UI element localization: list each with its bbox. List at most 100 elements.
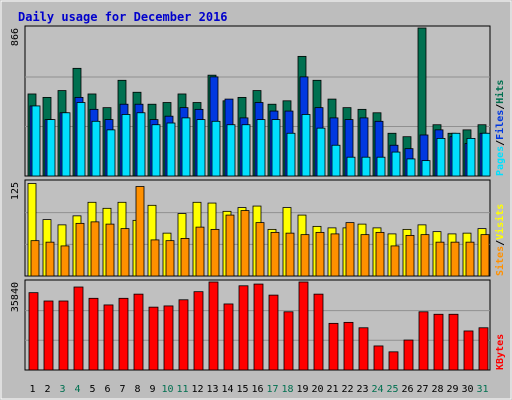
bar-sites-day-26 xyxy=(405,234,415,277)
day-label: 3 xyxy=(59,384,65,395)
bar-kbytes-day-19 xyxy=(298,281,309,371)
day-label: 20 xyxy=(311,384,323,395)
panel-visits-sites: 125 Sites/Visits xyxy=(10,179,506,277)
bar-sites-day-11 xyxy=(180,237,190,277)
bar-pages-day-7 xyxy=(121,114,131,177)
day-label: 17 xyxy=(266,384,278,395)
bar-pages-day-21 xyxy=(331,144,341,177)
day-label: 9 xyxy=(149,384,155,395)
bar-kbytes-day-1 xyxy=(28,292,39,371)
bar-pages-day-2 xyxy=(46,119,56,177)
chart-panels: 866Pages/Files/Hits125Sites/Visits35840K… xyxy=(10,25,506,371)
day-label: 30 xyxy=(461,384,473,395)
bar-sites-day-27 xyxy=(420,234,430,277)
bar-pages-day-5 xyxy=(91,120,101,177)
day-label: 21 xyxy=(326,384,338,395)
bar-kbytes-day-30 xyxy=(463,330,474,371)
bar-sites-day-3 xyxy=(60,245,70,277)
bar-pages-day-20 xyxy=(316,127,326,177)
series-sites xyxy=(30,186,490,277)
day-label: 25 xyxy=(386,384,398,395)
bar-kbytes-day-9 xyxy=(148,306,159,371)
bar-sites-day-19 xyxy=(300,234,310,277)
bar-pages-day-1 xyxy=(31,105,41,177)
bar-sites-day-22 xyxy=(345,222,355,277)
bar-kbytes-day-8 xyxy=(133,293,144,371)
bar-kbytes-day-15 xyxy=(238,285,249,371)
bar-pages-day-22 xyxy=(346,156,356,177)
day-label: 31 xyxy=(476,384,488,395)
bar-pages-day-10 xyxy=(166,122,176,177)
bar-kbytes-day-25 xyxy=(388,351,399,371)
bar-pages-day-8 xyxy=(136,112,146,177)
bar-kbytes-day-4 xyxy=(73,286,84,371)
day-label: 14 xyxy=(221,384,233,395)
bar-kbytes-day-28 xyxy=(433,313,444,371)
day-label: 6 xyxy=(104,384,110,395)
bar-pages-day-3 xyxy=(61,112,71,177)
day-label: 4 xyxy=(74,384,80,395)
bar-sites-day-13 xyxy=(210,228,220,277)
bar-kbytes-day-16 xyxy=(253,283,264,371)
legend-sites: Sites xyxy=(494,246,506,276)
bar-pages-day-4 xyxy=(76,102,86,177)
bar-sites-day-14 xyxy=(225,214,235,277)
day-label: 10 xyxy=(161,384,173,395)
bar-sites-day-18 xyxy=(285,232,295,277)
bar-kbytes-day-31 xyxy=(478,327,489,371)
bar-kbytes-day-3 xyxy=(58,300,69,371)
day-label: 11 xyxy=(176,384,188,395)
day-label: 24 xyxy=(371,384,383,395)
panel-kbytes: 35840 KBytes xyxy=(10,279,506,371)
legend-kbytes: KBytes xyxy=(495,334,506,370)
bar-sites-day-12 xyxy=(195,226,205,277)
legend-pages: Pages xyxy=(495,146,506,176)
bar-pages-day-26 xyxy=(406,158,416,177)
bar-sites-day-29 xyxy=(450,241,460,277)
day-label: 28 xyxy=(431,384,443,395)
bar-pages-day-30 xyxy=(466,137,476,177)
bar-kbytes-day-11 xyxy=(178,299,189,371)
bar-pages-day-28 xyxy=(436,137,446,177)
bar-kbytes-day-24 xyxy=(373,345,384,371)
bar-sites-day-20 xyxy=(315,231,325,277)
bar-kbytes-day-13 xyxy=(208,281,219,371)
bar-pages-day-29 xyxy=(451,132,461,177)
bar-kbytes-day-12 xyxy=(193,291,204,371)
bar-sites-day-24 xyxy=(375,231,385,277)
day-label: 27 xyxy=(416,384,428,395)
bar-sites-day-7 xyxy=(120,228,130,277)
axis-max-label: 35840 xyxy=(10,282,21,312)
bar-kbytes-day-23 xyxy=(358,327,369,371)
bar-kbytes-day-14 xyxy=(223,303,234,371)
legend-separator: / xyxy=(495,140,506,146)
bar-pages-day-6 xyxy=(106,129,116,177)
bar-kbytes-day-29 xyxy=(448,313,459,371)
bar-pages-day-19 xyxy=(301,114,311,177)
bar-sites-day-2 xyxy=(45,241,55,277)
legend-text: KBytes xyxy=(495,334,506,370)
legend-separator: / xyxy=(495,104,506,110)
bar-sites-day-31 xyxy=(480,234,490,277)
legend-separator: / xyxy=(495,240,506,246)
bar-pages-day-15 xyxy=(241,124,251,177)
bar-pages-day-13 xyxy=(211,120,221,177)
bar-sites-day-4 xyxy=(75,222,85,277)
bar-pages-day-24 xyxy=(376,156,386,177)
day-label: 16 xyxy=(251,384,263,395)
legend-visits: Visits xyxy=(494,204,506,240)
day-label: 5 xyxy=(89,384,95,395)
bar-kbytes-day-22 xyxy=(343,321,354,371)
bar-pages-day-11 xyxy=(181,117,191,177)
bar-pages-day-14 xyxy=(226,124,236,177)
day-label: 12 xyxy=(191,384,203,395)
bar-kbytes-day-2 xyxy=(43,300,54,371)
bar-pages-day-25 xyxy=(391,151,401,177)
bar-sites-day-1 xyxy=(30,240,40,277)
day-labels: 1 2 3 4 5 6 7 8 9 10 11 12 13 14 15 16 17 18 19 20 21 22 23 24 2… xyxy=(29,384,488,395)
legend-files: Files xyxy=(494,110,506,140)
chart-title: Daily usage for December 2016 xyxy=(18,10,228,24)
series-kbytes xyxy=(28,281,489,371)
